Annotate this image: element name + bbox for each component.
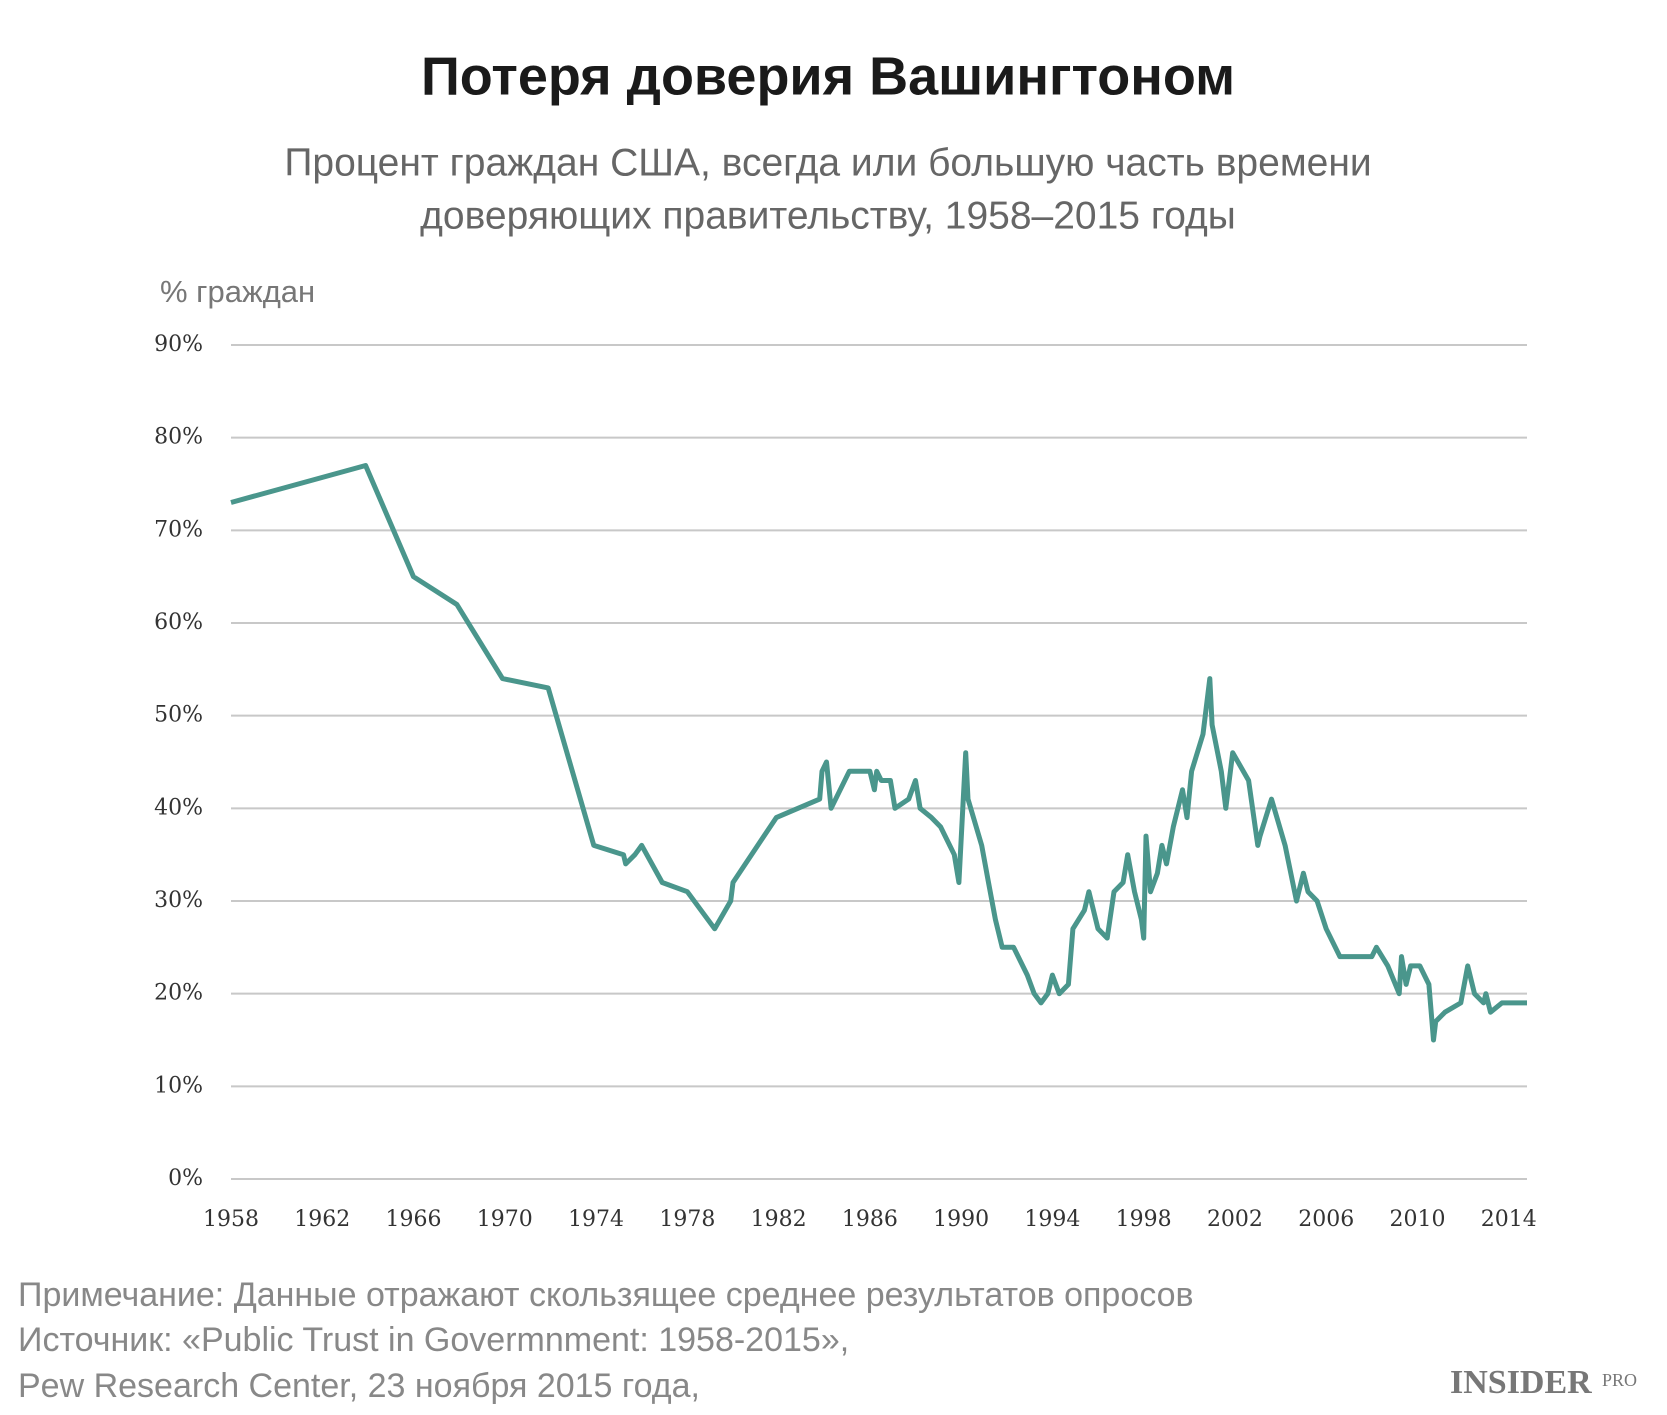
x-tick-label: 1994 — [1024, 1207, 1080, 1232]
x-tick-label: 1990 — [933, 1207, 989, 1232]
x-tick-label: 1970 — [477, 1207, 533, 1232]
y-tick-label: 90% — [154, 332, 203, 357]
y-tick-label: 0% — [168, 1166, 203, 1191]
chart-title: Потеря доверия Вашингтоном — [421, 46, 1235, 106]
logo: INSIDER — [1450, 1364, 1592, 1401]
y-axis-label: % граждан — [160, 274, 315, 309]
y-tick-label: 50% — [154, 703, 203, 728]
note: Примечание: Данные отражают скользящее с… — [18, 1276, 1194, 1314]
x-tick-label: 1974 — [568, 1207, 624, 1232]
x-tick-label: 1986 — [842, 1207, 898, 1232]
x-tick-label: 1966 — [386, 1207, 442, 1232]
y-tick-label: 30% — [154, 888, 203, 913]
y-tick-label: 80% — [154, 425, 203, 450]
note: Pew Research Center, 23 ноября 2015 года… — [18, 1367, 700, 1405]
x-tick-label: 2014 — [1481, 1207, 1537, 1232]
x-tick-label: 1962 — [294, 1207, 350, 1232]
y-tick-label: 40% — [154, 795, 203, 820]
x-tick-label: 2006 — [1298, 1207, 1354, 1232]
x-tick-label: 1982 — [751, 1207, 807, 1232]
x-tick-label: 1978 — [659, 1207, 715, 1232]
chart-subtitle: Процент граждан США, всегда или большую … — [284, 141, 1371, 184]
y-tick-label: 20% — [154, 981, 203, 1006]
x-tick-label: 2010 — [1389, 1207, 1445, 1232]
y-tick-label: 10% — [154, 1073, 203, 1098]
x-tick-label: 2002 — [1207, 1207, 1263, 1232]
x-tick-label: 1958 — [203, 1207, 259, 1232]
y-tick-label: 60% — [154, 610, 203, 635]
chart-subtitle: доверяющих правительству, 1958–2015 годы — [420, 194, 1236, 237]
note: Источник: «Public Trust in Govermnment: … — [18, 1321, 849, 1359]
x-tick-label: 1998 — [1116, 1207, 1172, 1232]
y-tick-label: 70% — [154, 517, 203, 542]
data-line — [230, 463, 1527, 1043]
logo: PRO — [1602, 1370, 1637, 1390]
